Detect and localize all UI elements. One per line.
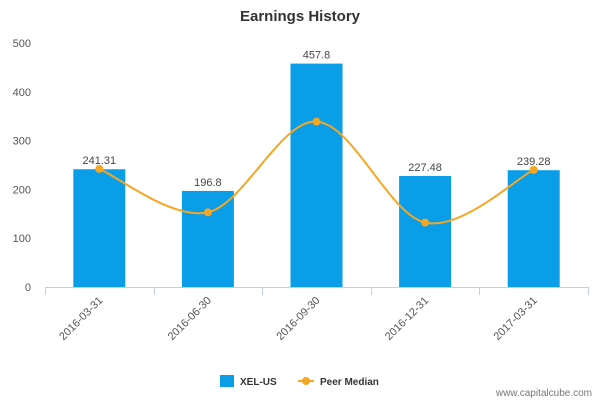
bar-data-label: 239.28 bbox=[517, 156, 551, 168]
legend-label-line: Peer Median bbox=[320, 377, 379, 388]
data-labels: 241.31 196.8 457.8 227.48 239.28 bbox=[82, 50, 550, 189]
chart-title: Earnings History bbox=[240, 8, 361, 25]
line-point bbox=[421, 218, 430, 227]
bar bbox=[181, 190, 234, 287]
line-series bbox=[95, 117, 538, 227]
x-tick-label: 2016-12-31 bbox=[383, 295, 431, 343]
y-tick-label: 200 bbox=[13, 184, 31, 196]
legend-label-bar: XEL-US bbox=[240, 377, 277, 388]
x-axis: 2016-03-31 2016-06-30 2016-09-30 2016-12-31… bbox=[45, 287, 589, 343]
legend-swatch-point bbox=[302, 377, 310, 385]
bar bbox=[507, 170, 560, 287]
line-point bbox=[203, 208, 212, 217]
bar-data-label: 227.48 bbox=[408, 162, 442, 174]
bar bbox=[290, 63, 343, 288]
bar-series bbox=[73, 63, 560, 288]
y-tick-label: 300 bbox=[13, 136, 31, 148]
line-point bbox=[312, 117, 321, 126]
x-tick-label: 2017-03-31 bbox=[492, 295, 540, 343]
bar-data-label: 241.31 bbox=[82, 155, 116, 167]
x-tick-label: 2016-09-30 bbox=[274, 295, 322, 343]
y-tick-label: 0 bbox=[25, 282, 31, 294]
line-point bbox=[529, 165, 538, 174]
line-point bbox=[95, 164, 104, 173]
legend: XEL-US Peer Median bbox=[220, 375, 379, 388]
bar-data-label: 196.8 bbox=[194, 177, 222, 189]
legend-swatch-bar bbox=[220, 375, 234, 387]
x-tick-label: 2016-06-30 bbox=[166, 295, 214, 343]
y-axis: 0 100 200 300 400 500 bbox=[13, 38, 31, 294]
y-tick-label: 100 bbox=[13, 233, 31, 245]
bar bbox=[73, 169, 126, 287]
bar-data-label: 457.8 bbox=[303, 50, 331, 62]
y-tick-label: 400 bbox=[13, 87, 31, 99]
watermark: www.capitalcube.com bbox=[495, 388, 592, 399]
y-tick-label: 500 bbox=[13, 38, 31, 50]
x-tick-label: 2016-03-31 bbox=[57, 295, 105, 343]
bar bbox=[399, 175, 452, 287]
